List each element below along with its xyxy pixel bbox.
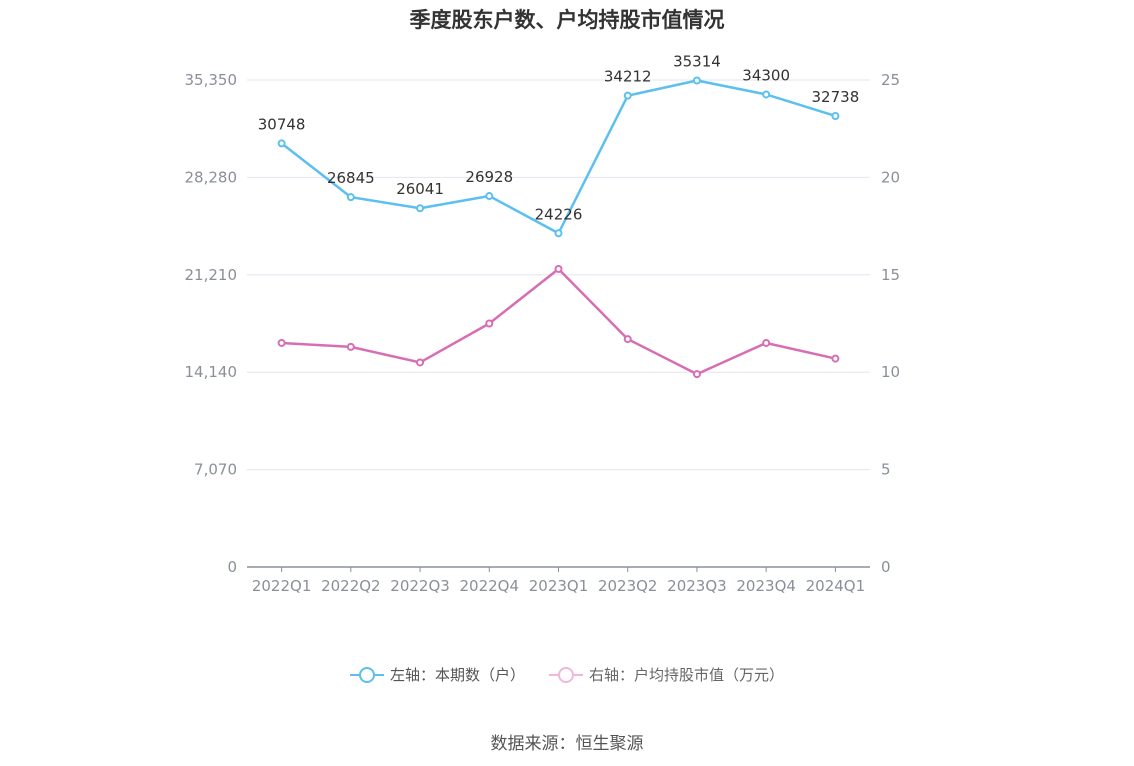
right-tick-label: 15 [881,266,900,284]
right-y-axis: 0 5 10 15 20 25 [881,71,900,576]
data-point [485,319,494,328]
right-tick-label: 20 [881,168,900,186]
data-label: 34212 [604,68,652,86]
x-tick-label: 2023Q3 [667,577,727,595]
data-point [831,111,840,120]
data-label: 32738 [812,88,860,106]
left-tick-label: 0 [227,558,237,576]
data-point [831,354,840,363]
data-label: 35314 [673,52,721,70]
right-tick-label: 10 [881,363,900,381]
x-tick-labels: 2022Q1 2022Q2 2022Q3 2022Q4 2023Q1 2023Q2 2023… [252,577,865,595]
legend-label-households: 左轴：本期数（户） [389,666,525,684]
legend-item-market-value[interactable]: 右轴：户均持股市值（万元） [549,664,784,685]
data-point [277,139,286,148]
legend-label-market-value: 右轴：户均持股市值（万元） [589,666,785,684]
left-tick-label: 14,140 [185,363,238,381]
right-tick-label: 5 [881,461,891,479]
data-point [554,229,563,238]
data-point [692,370,701,379]
legend-item-households[interactable]: 左轴：本期数（户） [349,664,525,685]
chart-title: 季度股东户数、户均持股市值情况 [409,8,725,32]
data-point [623,91,632,100]
left-tick-label: 35,350 [185,71,238,89]
data-label: 30748 [258,115,306,133]
data-source: 数据来源：恒生聚源 [490,734,644,754]
x-tick-label: 2024Q1 [806,577,866,595]
data-label: 26041 [396,180,444,198]
data-point [762,338,771,347]
series-group: 30748 26845 26041 26928 24226 34212 35314 34300… [258,52,860,379]
grid-lines [247,79,870,471]
x-tick-label: 2022Q1 [252,577,312,595]
x-tick-label: 2022Q4 [460,577,520,595]
data-label: 34300 [742,66,790,84]
x-tick-label: 2023Q1 [529,577,589,595]
x-tick-label: 2022Q2 [321,577,381,595]
data-point [416,358,425,367]
right-tick-label: 0 [881,558,891,576]
data-point [762,90,771,99]
left-tick-label: 28,280 [185,168,238,186]
legend-swatch-market-value [549,665,583,685]
left-tick-label: 7,070 [194,461,237,479]
x-tick-label: 2023Q4 [736,577,796,595]
left-y-axis: 0 7,070 14,140 21,210 28,280 35,350 [185,71,238,576]
left-tick-label: 21,210 [185,266,238,284]
legend: 左轴：本期数（户） 右轴：户均持股市值（万元） [0,664,1134,685]
legend-swatch-households [349,665,384,685]
data-label: 26845 [327,169,375,187]
x-tick-label: 2023Q2 [598,577,658,595]
data-point [554,264,563,273]
right-tick-label: 25 [881,71,900,89]
series-line-1 [281,267,836,376]
data-label: 26928 [465,168,513,186]
data-point [416,204,425,213]
x-axis [247,566,870,572]
data-point [485,192,494,201]
data-point [692,76,701,85]
data-point [346,342,355,351]
x-tick-label: 2022Q3 [390,577,450,595]
data-point [277,338,286,347]
data-label: 24226 [535,205,583,223]
data-point [346,193,355,202]
data-point [623,335,632,344]
